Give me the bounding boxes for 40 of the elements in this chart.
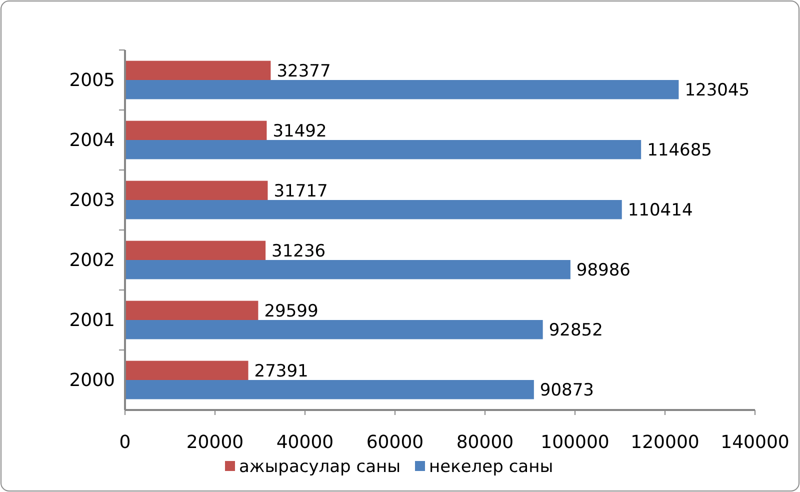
bar bbox=[125, 120, 267, 140]
bar bbox=[125, 240, 266, 260]
y-tick-label: 2005 bbox=[69, 70, 115, 91]
y-tick-label: 2003 bbox=[69, 190, 115, 211]
y-tick-label: 2002 bbox=[69, 250, 115, 271]
data-label: 98986 bbox=[576, 260, 631, 281]
bar bbox=[125, 300, 258, 320]
y-tick-label: 2004 bbox=[69, 130, 115, 151]
x-tick-label: 120000 bbox=[630, 432, 700, 453]
bar bbox=[125, 80, 679, 100]
x-tick-label: 140000 bbox=[720, 432, 790, 453]
data-label: 114685 bbox=[647, 140, 712, 161]
data-label: 29599 bbox=[264, 301, 318, 322]
y-tick-label: 2001 bbox=[69, 310, 115, 331]
x-tick-label: 80000 bbox=[456, 432, 514, 453]
bar bbox=[125, 140, 642, 160]
data-label: 110414 bbox=[628, 200, 693, 221]
data-label: 31492 bbox=[272, 121, 327, 142]
bar bbox=[125, 260, 570, 280]
bar bbox=[125, 380, 534, 400]
data-label: 92852 bbox=[548, 320, 603, 341]
bar bbox=[125, 60, 271, 80]
data-label: 31236 bbox=[272, 241, 326, 262]
bar bbox=[125, 180, 268, 200]
data-label: 32377 bbox=[276, 61, 331, 82]
x-tick-label: 20000 bbox=[186, 432, 244, 453]
data-label: 123045 bbox=[684, 80, 750, 101]
data-label: 90873 bbox=[540, 380, 594, 401]
bar bbox=[125, 320, 543, 340]
x-tick-label: 60000 bbox=[366, 432, 424, 453]
x-tick-label: 0 bbox=[119, 432, 131, 453]
data-label: 27391 bbox=[254, 361, 308, 382]
y-tick-label: 2000 bbox=[69, 370, 115, 391]
x-tick-label: 40000 bbox=[276, 432, 334, 453]
bar bbox=[125, 360, 248, 380]
x-tick-label: 100000 bbox=[540, 432, 610, 453]
legend-label: некелер саны bbox=[429, 457, 554, 477]
legend-label: ажырасулар саны bbox=[239, 457, 401, 477]
bar bbox=[125, 200, 622, 220]
data-label: 31717 bbox=[274, 181, 328, 202]
